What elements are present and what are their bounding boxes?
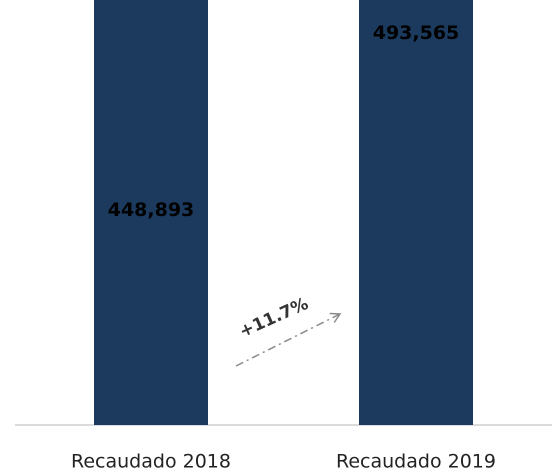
bar-segment [94, 0, 208, 425]
x-tick-label: Recaudado 2018 [71, 451, 231, 473]
total-label: 448,893 [108, 199, 195, 221]
growth-arrow [235, 312, 342, 367]
growth-annotation: +11.7% [236, 294, 311, 342]
bar-segment [359, 0, 473, 425]
total-label: 493,565 [373, 22, 460, 44]
x-tick-label: Recaudado 2019 [336, 451, 496, 473]
